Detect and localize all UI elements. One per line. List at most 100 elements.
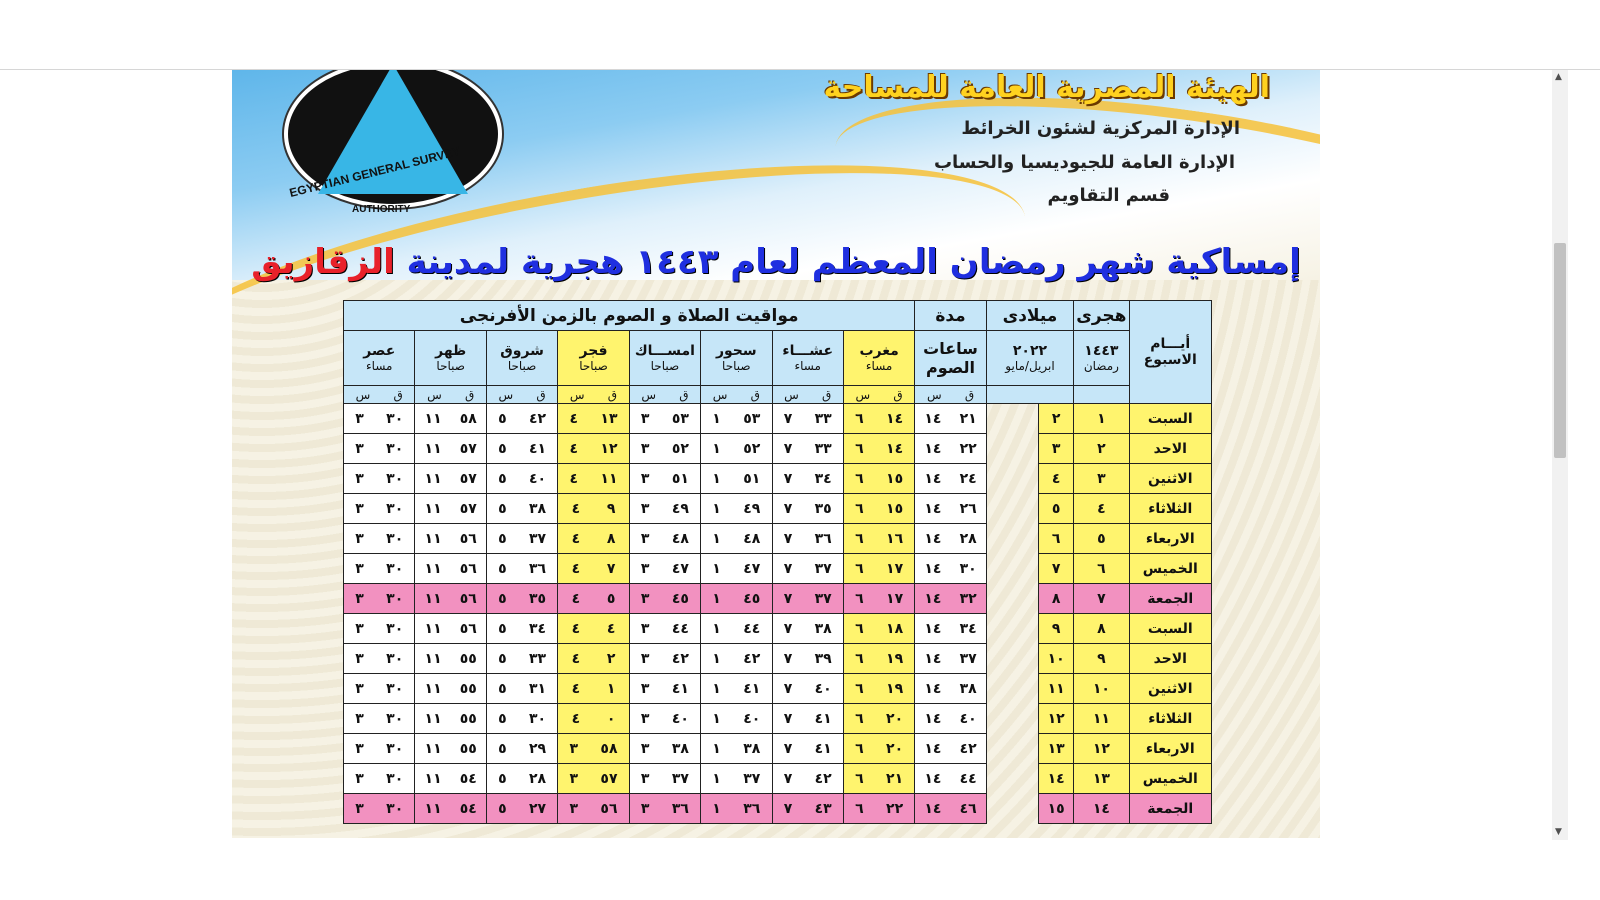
- time-value: ٣ ٥٣: [630, 411, 700, 427]
- time-cell: ١ ٣٦: [700, 793, 773, 824]
- hour-label: س: [784, 387, 799, 402]
- greg-blank-cell: [986, 764, 1038, 794]
- time-value: ٣ ٣٠: [344, 501, 414, 517]
- time-value: ١ ٤٢: [701, 651, 771, 667]
- hours: ٧: [783, 500, 793, 517]
- greg-header: ميلادى: [985, 300, 1075, 331]
- scroll-down-arrow-icon[interactable]: ▼: [1555, 827, 1562, 837]
- time-value: ٥ ٣٤: [487, 621, 557, 637]
- minutes: ٣٠: [386, 740, 404, 757]
- imsakiya-image: EGYPTIAN GENERAL SURVEY AUTHORITY الهيئة…: [232, 70, 1320, 838]
- day-cell: الاحد: [1128, 643, 1213, 674]
- time-value: ٥ ٤٠: [487, 471, 557, 487]
- time-cell: ٣ ٤٢: [628, 643, 702, 674]
- hour-label: س: [926, 387, 942, 402]
- greg-blank-cell: [986, 644, 1038, 674]
- hours: ٣: [640, 650, 650, 667]
- table-row: الخميس ٦ ٧ ١٤ ٣٠ ٦ ١٧ ٧ ٣٧ ١ ٤٧ ٣ ٤٧ ٤ ٧ ٥ ٣٦ ١١ ٥٦ ٣ ٣٠: [342, 553, 1213, 584]
- hours: ٥: [498, 680, 507, 697]
- time-value: ٣ ٣٦: [630, 801, 700, 817]
- time-cell: ١١ ٥٥: [414, 703, 487, 734]
- minutes: ٣٠: [386, 440, 404, 457]
- time-cell: ٣ ٥٨: [557, 733, 630, 764]
- prayer-name: عشـــاء: [782, 343, 834, 359]
- minutes: ٢١: [886, 770, 904, 787]
- minutes: ٣٣: [529, 650, 547, 667]
- scrollbar-thumb[interactable]: [1554, 243, 1566, 458]
- minutes: ٥: [606, 590, 616, 607]
- hours: ٣: [355, 410, 364, 427]
- minutes: ١٣: [600, 410, 618, 427]
- time-cell: ١ ٤٧: [700, 553, 773, 584]
- minutes: ٤٥: [743, 590, 761, 607]
- time-cell: ٥ ٣١: [485, 673, 559, 704]
- hours: ٥: [498, 620, 507, 637]
- minutes: ١٢: [600, 440, 618, 457]
- time-cell: ٦ ١٥: [842, 493, 916, 524]
- time-value: ٣ ٤٩: [630, 501, 700, 517]
- time-cell: ٣ ٣٠: [342, 703, 416, 734]
- hours: ١: [712, 410, 721, 427]
- time-value: ٧ ٤٠: [773, 681, 843, 697]
- hours: ١: [712, 740, 721, 757]
- minutes: ٣٠: [959, 560, 977, 577]
- scroll-up-arrow-icon[interactable]: ▲: [1555, 72, 1562, 82]
- hours: ٦: [855, 440, 864, 457]
- greg-subheader: ٢٠٢٢ ابريل/مايو: [985, 330, 1075, 386]
- duration-cell: ١٤ ٢١: [914, 403, 987, 434]
- minutes: ٢٧: [529, 800, 547, 817]
- dept-calendars: قسم التقاويم: [1047, 185, 1170, 206]
- greg-blank-cell: [986, 554, 1038, 584]
- minutes: ٣٧: [814, 560, 832, 577]
- time-cell: ٣ ٥٢: [628, 433, 702, 464]
- hours: ٦: [855, 530, 864, 547]
- prayer-period: مساء: [794, 359, 821, 373]
- time-cell: ٧ ٣٨: [771, 613, 844, 644]
- duration-cell: ١٤ ٢٨: [914, 523, 987, 554]
- time-value: ١٤ ٤٦: [915, 801, 985, 817]
- hours: ١١: [424, 500, 442, 517]
- hours: ٤: [571, 560, 581, 577]
- minutes: ٣٨: [529, 500, 547, 517]
- hijri-day-cell: ١٣: [1073, 763, 1130, 794]
- time-cell: ١ ٣٨: [700, 733, 773, 764]
- minutes: ٣٨: [814, 620, 832, 637]
- time-value: ١١ ٥٦: [415, 531, 485, 547]
- time-cell: ٣ ٥٧: [557, 763, 630, 794]
- minutes: ٤١: [743, 680, 761, 697]
- hours: ١٤: [924, 710, 942, 727]
- time-cell: ٥ ٤٢: [485, 403, 559, 434]
- hours: ٣: [640, 590, 650, 607]
- hours: ١٤: [924, 620, 942, 637]
- minutes: ٥٨: [600, 740, 618, 757]
- hours: ١: [712, 440, 721, 457]
- time-cell: ٥ ٣٣: [485, 643, 559, 674]
- hours: ٧: [783, 800, 793, 817]
- table-row: السبت ١ ٢ ١٤ ٢١ ٦ ١٤ ٧ ٣٣ ١ ٥٣ ٣ ٥٣ ٤ ١٣ ٥ ٤٢ ١١ ٥٨ ٣ ٣٠: [342, 403, 1213, 434]
- time-cell: ٣ ٤٩: [628, 493, 702, 524]
- time-cell: ١١ ٥٨: [414, 403, 487, 434]
- hours: ٣: [569, 740, 579, 757]
- hours: ١١: [424, 650, 442, 667]
- greg-day-cell: ١١: [1038, 673, 1075, 704]
- hours: ٤: [571, 710, 581, 727]
- greg-blank-cell: [986, 704, 1038, 734]
- time-cell: ٧ ٤١: [771, 733, 844, 764]
- hour-label: س: [569, 387, 585, 402]
- minutes: ٣٣: [814, 410, 832, 427]
- hour-label: س: [427, 387, 442, 402]
- minutes: ٢٠: [886, 710, 904, 727]
- hours: ٦: [855, 710, 864, 727]
- time-value: ١١ ٥٥: [415, 711, 485, 727]
- time-cell: ١ ٤٩: [700, 493, 773, 524]
- minutes: ٥١: [743, 470, 761, 487]
- minutes: ٢٤: [959, 470, 977, 487]
- time-cell: ٧ ٣٧: [771, 553, 844, 584]
- hijri-day-cell: ٧: [1073, 583, 1130, 614]
- minutes: ٤٢: [743, 650, 761, 667]
- minutes: ٣٧: [743, 770, 761, 787]
